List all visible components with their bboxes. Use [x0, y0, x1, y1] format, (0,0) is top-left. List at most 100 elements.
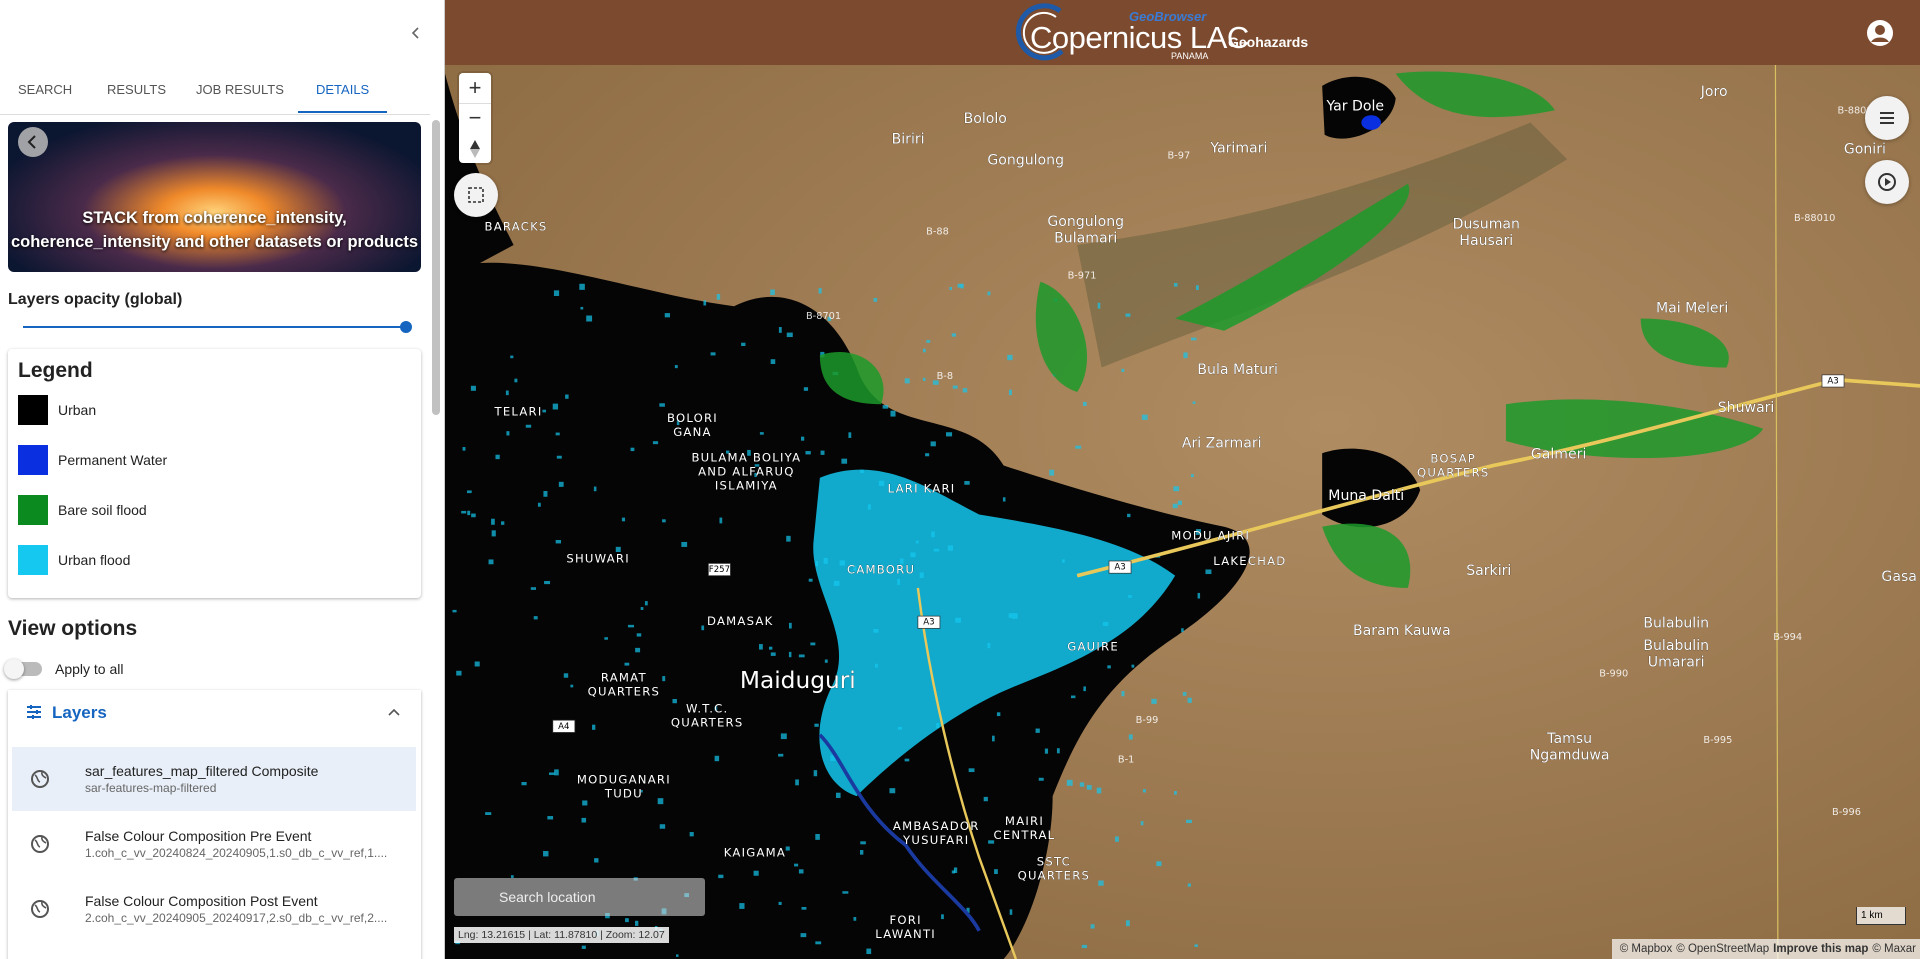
- road-label: B-996: [1832, 807, 1861, 818]
- play-button[interactable]: [1865, 160, 1909, 204]
- speckle: [951, 870, 956, 874]
- speckle: [467, 510, 471, 516]
- speckle: [582, 800, 588, 806]
- label-line: Bula Maturi: [1197, 362, 1278, 378]
- brand-small: GeoBrowser: [1129, 9, 1207, 24]
- layer-name: sar_features_map_filtered Composite: [85, 763, 319, 779]
- speckle: [800, 436, 805, 441]
- map-canvas[interactable]: Yar Dole Joro Bololo Biriri Gongulong Yarimar…: [445, 65, 1920, 959]
- attribution: © Mapbox © OpenStreetMap Improve this map ©…: [1611, 939, 1920, 959]
- water: [1361, 115, 1381, 130]
- speckle: [664, 313, 671, 318]
- speckle: [936, 722, 940, 729]
- scrollbar[interactable]: [432, 120, 440, 415]
- layer-item[interactable]: sar_features_map_filtered Composite sar-f…: [12, 747, 416, 811]
- speckle: [593, 486, 597, 492]
- speckle: [703, 300, 707, 306]
- place-label: SSTC QUARTERS: [1018, 854, 1091, 882]
- tab[interactable]: DETAILS: [316, 82, 370, 97]
- speckle: [689, 832, 694, 837]
- speckle: [1131, 664, 1135, 668]
- place-label: Galmeri: [1531, 446, 1587, 462]
- speckle: [786, 535, 791, 542]
- zoom-out[interactable]: −: [459, 103, 491, 134]
- label-line: LAWANTI: [875, 927, 936, 941]
- label-line: MODU AJIRI: [1171, 528, 1250, 542]
- tab[interactable]: RESULTS: [107, 82, 166, 97]
- speckle: [780, 733, 787, 740]
- speckle: [827, 316, 832, 322]
- tab[interactable]: JOB RESULTS: [196, 82, 284, 97]
- speckle: [754, 472, 757, 478]
- speckle: [798, 654, 805, 658]
- speckle: [926, 339, 931, 343]
- label-line: QUARTERS: [1417, 465, 1490, 479]
- map[interactable]: Yar Dole Joro Bololo Biriri Gongulong Yarimar…: [445, 65, 1920, 959]
- compass[interactable]: [467, 139, 483, 159]
- speckle: [922, 348, 926, 353]
- speckle: [994, 869, 998, 875]
- select-area-button[interactable]: [454, 173, 498, 217]
- road-shield: [708, 563, 731, 577]
- tab-indicator: [298, 111, 387, 113]
- label-line: Goniri: [1844, 142, 1886, 158]
- label-line: Baram Kauwa: [1353, 623, 1451, 639]
- speckle: [770, 289, 775, 295]
- slider-thumb[interactable]: [400, 321, 412, 333]
- speckle: [1174, 791, 1177, 795]
- speckle: [1009, 909, 1013, 915]
- layer-name: False Colour Composition Post Event: [85, 893, 318, 909]
- legend-label: Urban flood: [58, 552, 131, 568]
- place-label: AMBASADOR YUSUFARI: [893, 818, 980, 846]
- toggle-knob[interactable]: [4, 659, 24, 679]
- search-box[interactable]: Search location: [454, 878, 705, 916]
- speckle: [1141, 414, 1148, 420]
- attribution-item[interactable]: © OpenStreetMap: [1676, 943, 1770, 955]
- expand-icon[interactable]: [387, 705, 401, 719]
- attribution-item[interactable]: © Mapbox: [1619, 943, 1673, 955]
- road-label: B-97: [1167, 151, 1190, 162]
- opacity-slider[interactable]: [23, 326, 405, 328]
- menu-button[interactable]: [1865, 96, 1909, 140]
- place-label: KAIGAMA: [724, 845, 786, 859]
- road-label: F257: [709, 565, 730, 575]
- speckle: [815, 941, 822, 945]
- place-label: Biriri: [892, 132, 925, 148]
- speckle: [882, 405, 889, 409]
- zoom-in[interactable]: +: [468, 75, 482, 100]
- layer-item[interactable]: False Colour Composition Post Event 2.coh…: [12, 877, 416, 941]
- speckle: [635, 920, 639, 926]
- speckle: [823, 557, 828, 564]
- place-label: Tamsu Ngamduwa: [1530, 731, 1610, 764]
- road-label: A4: [558, 722, 569, 732]
- layer-item[interactable]: False Colour Composition Pre Event 1.coh_…: [12, 812, 416, 876]
- speckle: [820, 450, 825, 455]
- speckle: [1097, 302, 1101, 309]
- attribution-item[interactable]: © Maxar: [1872, 943, 1916, 955]
- layers-title[interactable]: Layers: [52, 703, 107, 722]
- speckle: [1115, 836, 1119, 842]
- place-label: BULAMA BOLIYA AND ALFARUQ ISLAMIYA: [691, 450, 801, 492]
- speckle: [741, 342, 746, 347]
- back-button[interactable]: [17, 126, 49, 158]
- attribution-item[interactable]: Improve this map: [1773, 943, 1869, 955]
- speckle: [530, 587, 536, 590]
- speckle: [1049, 469, 1055, 476]
- speckle: [672, 698, 677, 704]
- speckle: [931, 531, 935, 538]
- speckle: [466, 490, 472, 494]
- view-options-title: View options: [8, 617, 138, 640]
- tab[interactable]: SEARCH: [18, 82, 73, 97]
- speckle: [900, 558, 904, 564]
- speckle: [1082, 401, 1087, 406]
- road-label: B-88010: [1794, 213, 1835, 224]
- speckle: [716, 294, 721, 300]
- speckle: [841, 458, 848, 464]
- speckle: [639, 789, 643, 793]
- profile-button[interactable]: [1866, 19, 1894, 47]
- speckle: [662, 519, 666, 523]
- label-line: LARI KARI: [888, 481, 956, 495]
- speckle: [818, 288, 822, 294]
- collapse-button[interactable]: [408, 25, 424, 41]
- speckle: [505, 390, 509, 396]
